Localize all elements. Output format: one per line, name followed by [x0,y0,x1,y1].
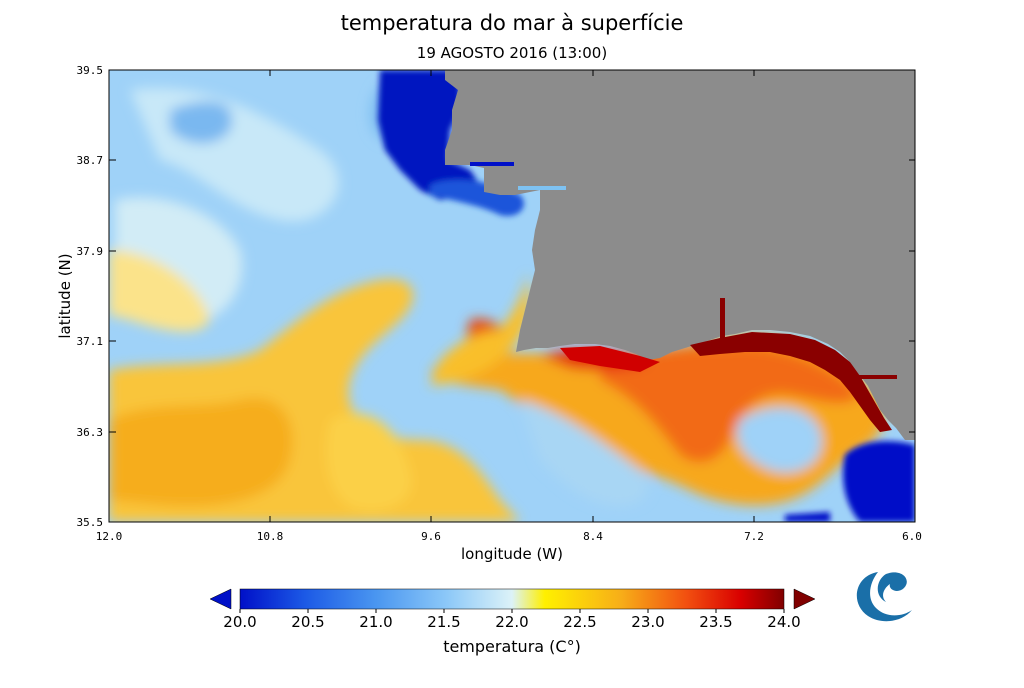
map-subtitle: 19 AGOSTO 2016 (13:00) [416,44,608,62]
colorbar-tick: 22.5 [563,613,596,631]
y-tick: 37.9 [77,245,104,258]
tick-marks [109,69,915,522]
colorbar-max-arrow [793,588,816,610]
colorbar-tick: 20.0 [223,613,256,631]
x-tick: 12.0 [96,530,123,543]
x-tick: 7.2 [744,530,764,543]
colorbar-gradient [239,588,785,610]
plot-frame [108,69,916,523]
x-tick: 6.0 [902,530,922,543]
x-tick: 9.6 [421,530,441,543]
colorbar-title: temperatura (C°) [443,637,581,656]
map-title: temperatura do mar à superfície [340,11,684,35]
x-tick-labels: 12.0 10.8 9.6 8.4 7.2 6.0 [96,530,922,543]
colorbar-tick: 24.0 [767,613,800,631]
colorbar-tick: 23.5 [699,613,732,631]
colorbar-tick: 21.0 [359,613,392,631]
y-tick: 35.5 [77,516,104,529]
x-axis-title: longitude (W) [461,545,563,563]
colorbar: 20.0 20.5 21.0 21.5 22.0 22.5 23.0 23.5 … [209,588,816,656]
y-tick: 36.3 [77,426,104,439]
y-tick: 39.5 [77,64,104,77]
colorbar-tick: 21.5 [427,613,460,631]
colorbar-tick: 23.0 [631,613,664,631]
x-tick: 8.4 [583,530,603,543]
logo-icon [856,572,912,622]
x-tick: 10.8 [257,530,284,543]
y-axis-title: latitude (N) [56,253,74,338]
y-tick: 38.7 [77,154,104,167]
y-tick-labels: 39.5 38.7 37.9 37.1 36.3 35.5 [77,64,104,529]
land-mass [445,70,915,440]
y-tick: 37.1 [77,335,104,348]
colorbar-tick: 22.0 [495,613,528,631]
colorbar-tick: 20.5 [291,613,324,631]
colorbar-min-arrow [209,588,232,610]
sst-field [109,70,915,522]
